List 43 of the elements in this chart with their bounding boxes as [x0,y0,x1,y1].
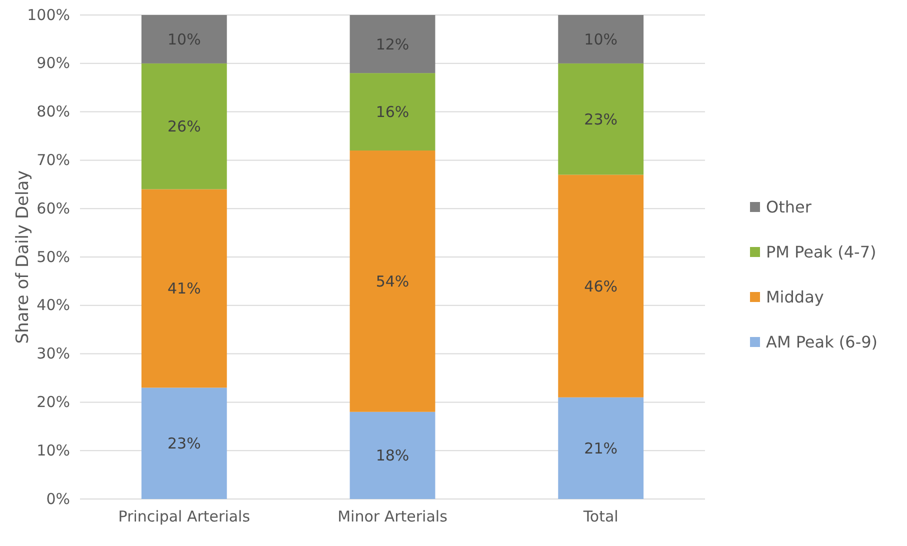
x-tick-label: Total [582,508,618,526]
data-label: 18% [376,446,410,465]
data-label: 41% [167,280,201,298]
y-tick-label: 70% [36,151,70,169]
data-label: 54% [376,272,410,290]
data-label: 46% [584,277,618,296]
bar [558,63,644,175]
y-tick-label: 80% [36,102,70,121]
bar [141,63,227,190]
legend-label: PM Peak (4-7) [766,242,876,262]
data-label: 10% [584,30,618,48]
data-label: 23% [167,434,201,453]
data-label: 23% [584,110,618,128]
y-tick-label: 100% [27,6,70,24]
bar [350,412,436,499]
y-tick-label: 60% [36,199,70,218]
bar [141,189,227,388]
y-tick-label: 10% [36,441,70,460]
bar [350,150,436,412]
data-label: 10% [167,30,201,48]
bar [141,388,227,499]
y-tick-label: 50% [36,248,70,266]
legend-label: AM Peak (6-9) [766,332,878,352]
x-tick-label: Minor Arterials [338,508,448,526]
bar [558,15,644,64]
y-tick-label: 40% [36,296,70,314]
bar [558,174,644,398]
bar [350,73,436,151]
bar [350,15,436,74]
y-axis-title: Share of Daily Delay [13,170,33,344]
y-tick-label: 90% [36,54,70,72]
data-label: 12% [376,35,410,54]
bar [558,397,644,499]
data-label: 26% [167,118,201,136]
bar [141,15,227,64]
y-tick-label: 20% [36,393,70,411]
legend-label: Midday [766,288,824,307]
x-tick-label: Principal Arterials [118,508,250,526]
data-label: 21% [584,439,618,458]
y-tick-label: 0% [46,490,70,508]
y-tick-label: 30% [36,344,70,363]
legend-label: Other [766,198,812,217]
data-label: 16% [376,103,410,122]
